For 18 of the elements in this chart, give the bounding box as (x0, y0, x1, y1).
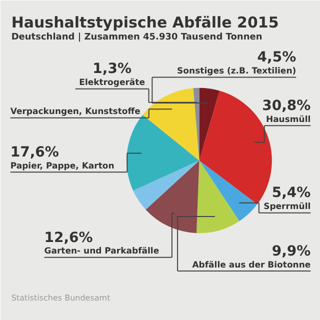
slice-label: Sonstiges (z.B. Textilien) (177, 66, 296, 77)
chart-title: Haushaltstypische Abfälle 2015 (11, 13, 279, 32)
slice-label: Hausmüll (266, 114, 311, 125)
slice-label: Papier, Pappe, Karton (10, 161, 114, 172)
slice-label: Sperrmüll (264, 202, 311, 212)
data-label: 30,8% (262, 98, 311, 114)
data-label: 9,9% (272, 243, 311, 260)
slice-label: Verpackungen, Kunststoffe (10, 107, 141, 118)
slice-label: Elektrogeräte (79, 78, 146, 88)
data-label: 12,6% (44, 230, 93, 246)
data-label: 1,3% (92, 61, 132, 78)
slice-label: Garten- und Parkabfälle (44, 246, 160, 257)
data-label: 17,6% (10, 144, 59, 160)
data-label: 5,4% (272, 185, 311, 202)
slice-label: Abfälle aus der Biotonne (192, 260, 311, 270)
text: Statistisches Bundesamt (11, 294, 110, 303)
data-label: 4,5% (257, 50, 296, 66)
chart-subtitle: Deutschland | Zusammen 45.930 Tausend Tonnen (11, 32, 262, 43)
